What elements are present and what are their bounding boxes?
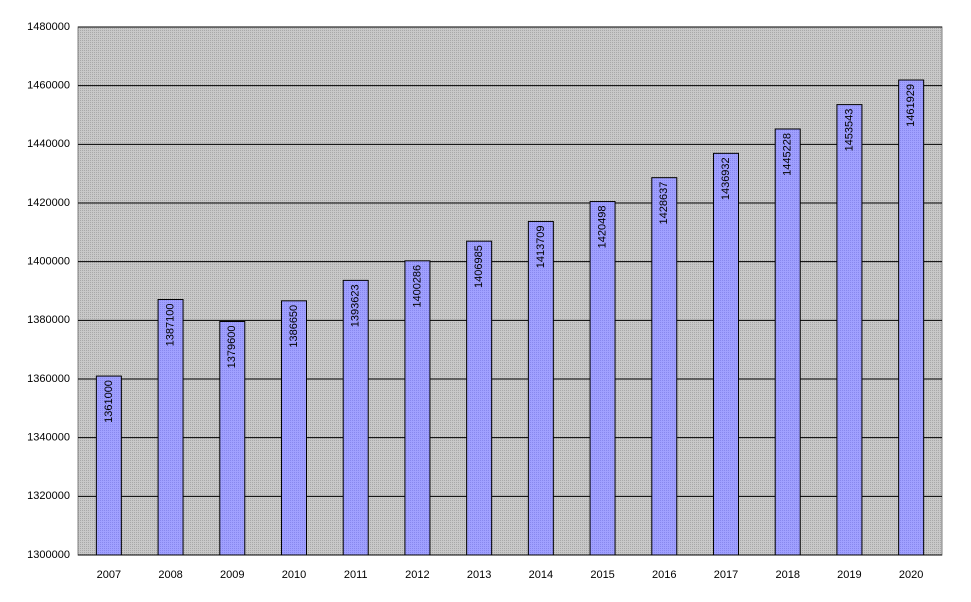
bar [713, 152, 739, 556]
x-tick-label: 2018 [775, 569, 799, 581]
x-tick-label: 2012 [405, 569, 429, 581]
y-tick-label: 1320000 [27, 490, 70, 502]
data-label: 1453543 [843, 109, 855, 152]
x-tick-label: 2017 [714, 569, 738, 581]
data-label: 1393623 [350, 284, 362, 327]
x-tick-label: 2016 [652, 569, 676, 581]
data-label: 1420498 [596, 206, 608, 249]
data-label: 1406985 [473, 245, 485, 288]
bar [651, 177, 678, 556]
data-label: 1400286 [411, 265, 423, 308]
x-tick-label: 2014 [529, 569, 553, 581]
data-label: 1387100 [164, 304, 176, 347]
x-tick-label: 2007 [97, 569, 121, 581]
y-tick-label: 1380000 [27, 314, 70, 326]
y-tick-label: 1300000 [27, 549, 70, 561]
bar [404, 260, 431, 556]
y-tick-label: 1480000 [27, 21, 70, 33]
x-tick-label: 2019 [837, 569, 861, 581]
data-label: 1428637 [658, 182, 670, 225]
x-tick-label: 2013 [467, 569, 491, 581]
bar [774, 128, 801, 556]
x-tick-label: 2010 [282, 569, 306, 581]
plot-area [77, 26, 943, 556]
data-label: 1413709 [535, 225, 547, 268]
bar [219, 321, 246, 556]
bar [527, 220, 554, 556]
bar [342, 279, 369, 556]
y-tick-label: 1440000 [27, 138, 70, 150]
data-label: 1436932 [720, 157, 732, 200]
x-tick-label: 2009 [220, 569, 244, 581]
data-label: 1445228 [782, 133, 794, 176]
y-tick-label: 1400000 [27, 256, 70, 268]
x-tick-label: 2011 [344, 569, 368, 581]
y-tick-label: 1420000 [27, 197, 70, 209]
bar [466, 240, 493, 556]
x-tick-label: 2020 [899, 569, 923, 581]
bar [589, 201, 616, 556]
data-label: 1361000 [103, 380, 115, 423]
data-label: 1461929 [905, 84, 917, 127]
x-tick-label: 2015 [590, 569, 614, 581]
x-tick-label: 2008 [158, 569, 182, 581]
bar [898, 79, 925, 556]
bar [95, 375, 122, 556]
bar [157, 299, 184, 556]
data-label: 1386650 [288, 305, 300, 348]
y-tick-label: 1360000 [27, 373, 70, 385]
bar [836, 104, 863, 556]
data-label: 1379600 [226, 326, 238, 369]
y-tick-label: 1460000 [27, 80, 70, 92]
bar [281, 300, 307, 556]
y-tick-label: 1340000 [27, 432, 70, 444]
